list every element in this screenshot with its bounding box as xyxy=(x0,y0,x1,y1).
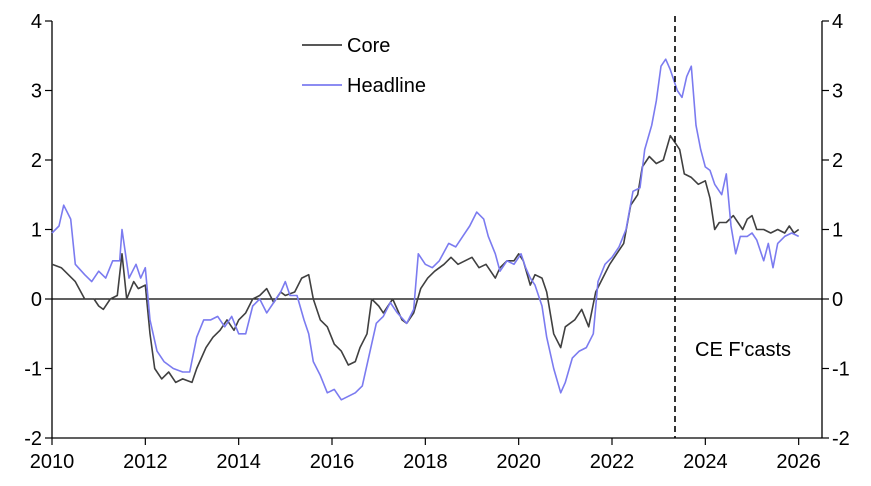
y-tick-label-right: 1 xyxy=(832,220,843,242)
tick-labels: -2 -1 0 1 2 3 4 -2 -1 0 1 2 3 4 2010 2012 2014 2016 2018 20… xyxy=(24,11,850,473)
y-tick-label-left: 3 xyxy=(31,81,42,103)
x-tick-label: 2018 xyxy=(403,451,448,473)
x-tick-label: 2020 xyxy=(496,451,541,473)
x-tick-label: 2022 xyxy=(590,451,635,473)
axes xyxy=(45,20,829,445)
series-line-headline xyxy=(51,58,800,401)
x-tick-label: 2024 xyxy=(683,451,728,473)
y-tick-label-right: 3 xyxy=(832,81,843,103)
y-tick-label-right: -2 xyxy=(832,428,850,450)
x-tick-label: 2014 xyxy=(216,451,261,473)
x-tick-label: 2016 xyxy=(310,451,355,473)
y-tick-label-right: 4 xyxy=(832,11,843,33)
x-tick-label: 2012 xyxy=(123,451,168,473)
legend-label-headline: Headline xyxy=(347,75,426,97)
forecast-annotation: CE F'casts xyxy=(695,339,791,361)
y-tick-label-right: 0 xyxy=(832,289,843,311)
y-tick-label-left: -2 xyxy=(24,428,42,450)
y-tick-label-left: 0 xyxy=(31,289,42,311)
legend: Core Headline xyxy=(302,35,426,97)
y-tick-label-left: 4 xyxy=(31,11,42,33)
y-tick-label-left: -1 xyxy=(24,359,42,381)
y-tick-label-right: -1 xyxy=(832,359,850,381)
y-tick-label-left: 1 xyxy=(31,220,42,242)
series-lines xyxy=(51,58,800,401)
y-tick-label-left: 2 xyxy=(31,150,42,172)
series-line-core xyxy=(51,134,800,384)
forecast-overlay: CE F'casts xyxy=(674,16,791,438)
x-tick-label: 2010 xyxy=(30,451,75,473)
legend-label-core: Core xyxy=(347,35,390,57)
y-tick-label-right: 2 xyxy=(832,150,843,172)
x-tick-label: 2026 xyxy=(776,451,821,473)
